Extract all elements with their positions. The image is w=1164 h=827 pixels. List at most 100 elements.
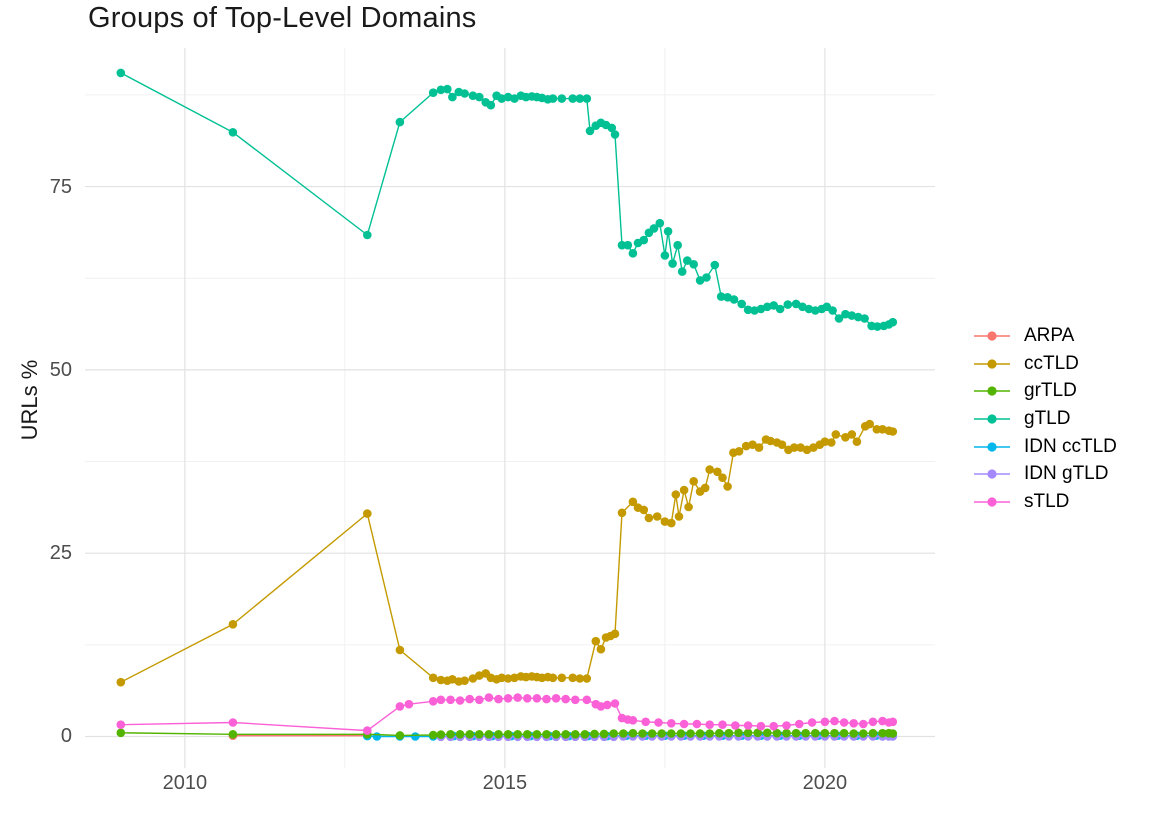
data-point-grtld: [657, 729, 666, 738]
data-point-stld: [551, 694, 561, 703]
data-point-grtld: [715, 728, 724, 738]
data-point-cctld: [617, 508, 627, 518]
data-point-cctld: [777, 440, 787, 450]
data-point-grtld: [849, 729, 858, 738]
data-point-cctld: [436, 675, 446, 685]
data-point-cctld: [713, 467, 722, 477]
data-point-gtld: [607, 123, 617, 133]
data-point-grtld: [395, 731, 405, 740]
legend-key-icon: [974, 386, 1010, 396]
data-point-stld: [654, 718, 663, 727]
data-point-grtld: [503, 730, 513, 739]
data-point-grtld: [888, 729, 898, 738]
data-point-gtld: [575, 94, 585, 103]
data-point-grtld: [446, 730, 455, 739]
data-point-grtld: [436, 730, 446, 739]
data-point-gtld: [668, 259, 677, 268]
data-point-cctld: [754, 443, 764, 452]
data-point-grtld: [551, 730, 561, 739]
data-point-idn-cctld: [411, 732, 420, 741]
data-point-gtld: [716, 292, 726, 301]
data-point-grtld: [513, 730, 522, 739]
data-point-grtld: [859, 729, 868, 738]
data-point-grtld: [811, 728, 820, 738]
data-point-cctld: [827, 438, 836, 447]
series-grtld: [116, 728, 898, 740]
data-point-cctld: [689, 477, 698, 486]
data-point-gtld: [486, 100, 496, 110]
data-point-gtld: [677, 267, 687, 276]
data-point-grtld: [676, 729, 686, 738]
data-point-grtld: [820, 728, 830, 738]
data-point-gtld: [710, 260, 720, 270]
data-point-stld: [692, 719, 702, 729]
data-point-stld: [705, 720, 714, 729]
data-point-stld: [446, 695, 455, 705]
data-point-gtld: [116, 68, 126, 78]
data-point-cctld: [674, 512, 684, 521]
legend-label: sTLD: [1024, 490, 1070, 512]
data-point-cctld: [841, 433, 850, 442]
data-point-stld: [641, 717, 650, 727]
legend-key-dot: [987, 469, 997, 479]
legend-item-gtld: gTLD: [972, 405, 1117, 433]
data-point-gtld: [702, 273, 711, 282]
data-point-stld: [756, 721, 766, 731]
data-point-grtld: [116, 728, 126, 738]
data-point-cctld: [667, 518, 676, 528]
data-point-gtld: [834, 314, 844, 323]
data-point-stld: [795, 719, 804, 729]
data-point-gtld: [683, 256, 692, 265]
data-point-stld: [743, 721, 753, 730]
data-point-gtld: [610, 130, 620, 139]
data-point-cctld: [789, 443, 799, 452]
data-point-gtld: [689, 260, 698, 269]
series-line-stld: [120, 696, 893, 732]
data-point-stld: [428, 697, 438, 706]
data-point-cctld: [734, 447, 744, 456]
legend-item-grtld: grTLD: [972, 377, 1117, 405]
data-point-gtld: [888, 317, 898, 327]
data-point-stld: [807, 718, 817, 727]
data-point-gtld: [729, 295, 739, 304]
y-tick-label: 50: [49, 358, 72, 381]
data-point-gtld: [649, 224, 659, 233]
data-point-gtld: [582, 94, 592, 103]
legend-key-icon: [974, 441, 1010, 452]
legend-label: gTLD: [1024, 407, 1071, 429]
legend-item-idn-cctld: IDN ccTLD: [972, 433, 1117, 461]
data-point-stld: [610, 699, 620, 708]
data-point-cctld: [878, 425, 887, 434]
data-point-gtld: [743, 305, 753, 315]
data-point-stld: [782, 721, 791, 730]
data-point-grtld: [763, 728, 772, 738]
data-point-grtld: [743, 728, 753, 738]
data-point-gtld: [363, 230, 372, 240]
legend-label: IDN gTLD: [1024, 463, 1109, 485]
series-line-gtld: [120, 72, 894, 328]
data-point-grtld: [475, 730, 484, 739]
legend-item-idn-gtld: IDN gTLD: [972, 460, 1117, 488]
gridlines-minor: [85, 48, 935, 768]
x-tick-label: 2015: [482, 772, 528, 794]
data-point-gtld: [475, 92, 484, 102]
data-point-stld: [404, 699, 414, 709]
data-point-grtld: [542, 730, 551, 739]
data-point-gtld: [791, 299, 801, 309]
legend-label: IDN ccTLD: [1024, 435, 1117, 457]
data-point-stld: [395, 702, 405, 711]
data-point-stld: [849, 719, 858, 728]
data-point-stld: [494, 694, 503, 704]
data-point-cctld: [700, 483, 710, 493]
data-point-stld: [582, 695, 592, 705]
legend-item-arpa: ARPA: [972, 322, 1117, 350]
data-point-grtld: [523, 730, 532, 739]
data-point-stld: [455, 696, 465, 705]
data-point-cctld: [468, 674, 478, 683]
data-point-stld: [532, 694, 542, 703]
data-point-grtld: [590, 729, 599, 739]
series-stld: [116, 693, 898, 735]
data-point-gtld: [623, 240, 633, 250]
data-point-grtld: [647, 729, 657, 738]
